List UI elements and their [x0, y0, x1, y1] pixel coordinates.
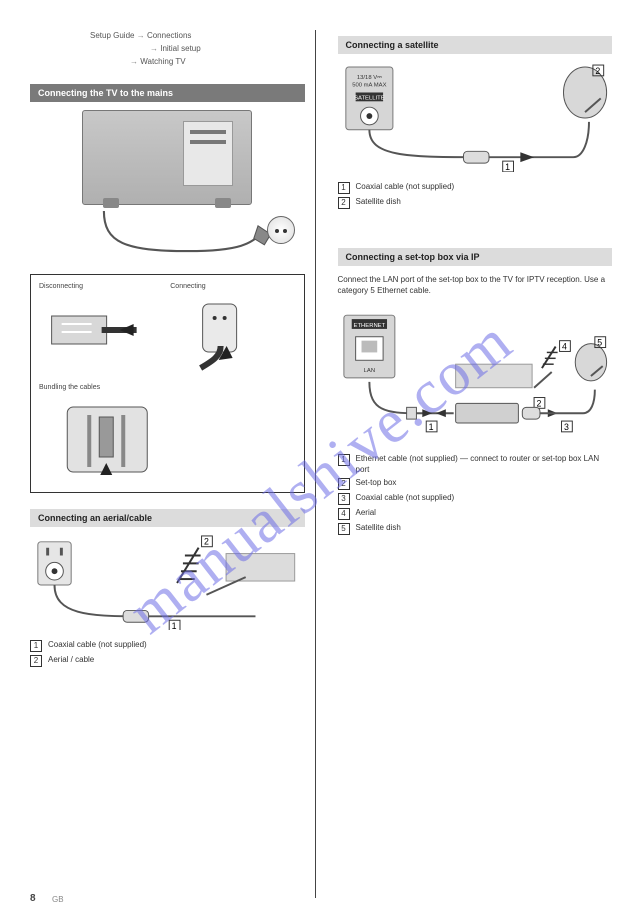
mini-disconnect: Disconnecting	[39, 283, 164, 378]
ip-legend-1-text: Ethernet cable (not supplied) — connect …	[356, 454, 613, 475]
svg-text:3: 3	[563, 422, 568, 432]
aerial-legend-1: 1 Coaxial cable (not supplied)	[30, 640, 305, 652]
breadcrumb: Setup Guide → Connections → Initial setu…	[30, 30, 305, 68]
num-3-icon: 3	[338, 493, 350, 505]
bc-arrow-3: →	[130, 57, 138, 66]
num-2-icon: 2	[30, 655, 42, 667]
right-column: Connecting a satellite 13/18 V⎓ 500 mA M…	[328, 30, 613, 898]
ip-description: Connect the LAN port of the set-top box …	[338, 274, 613, 296]
mini-connect-label: Connecting	[170, 283, 295, 293]
ip-legend-2: 2 Set-top box	[338, 478, 613, 490]
tv-power-diagram	[30, 110, 305, 266]
language-tag: GB	[52, 895, 64, 904]
svg-text:2: 2	[204, 537, 209, 547]
bc-arrow-1: →	[137, 31, 145, 40]
bc-1: Setup Guide	[90, 31, 134, 40]
wall-outlet-icon	[267, 216, 295, 244]
svg-text:1: 1	[505, 162, 510, 172]
num-5-icon: 5	[338, 523, 350, 535]
sat-legend-1: 1 Coaxial cable (not supplied)	[338, 182, 613, 194]
ip-legend-4-text: Aerial	[356, 508, 376, 518]
num-1-icon: 1	[30, 640, 42, 652]
sat-legend-1-text: Coaxial cable (not supplied)	[356, 182, 455, 192]
num-4-icon: 4	[338, 508, 350, 520]
bc-4: Watching TV	[140, 57, 185, 66]
cable-handling-box: Disconnecting Connecting	[30, 274, 305, 493]
ip-legend-4: 4 Aerial	[338, 508, 613, 520]
section-satellite-title: Connecting a satellite	[338, 36, 613, 54]
svg-text:13/18 V⎓: 13/18 V⎓	[356, 75, 381, 81]
mini-disconnect-label: Disconnecting	[39, 283, 164, 293]
svg-text:LAN: LAN	[363, 368, 374, 374]
bc-2: Connections	[147, 31, 191, 40]
tv-back-illustration	[82, 110, 252, 205]
satellite-diagram: 13/18 V⎓ 500 mA MAX SATELLITE 1 2	[338, 62, 613, 172]
aerial-legend: 1 Coaxial cable (not supplied) 2 Aerial …	[30, 640, 305, 670]
mini-bundle-label: Bundling the cables	[39, 384, 296, 394]
sat-legend-2: 2 Satellite dish	[338, 197, 613, 209]
num-1-icon: 1	[338, 182, 350, 194]
num-2-icon: 2	[338, 197, 350, 209]
svg-text:SATELLITE: SATELLITE	[354, 95, 385, 101]
ip-legend-5-text: Satellite dish	[356, 523, 401, 533]
ip-legend-2-text: Set-top box	[356, 478, 397, 488]
satellite-legend: 1 Coaxial cable (not supplied) 2 Satelli…	[338, 182, 613, 212]
bc-arrow-2: →	[150, 44, 158, 53]
num-1-icon: 1	[338, 454, 350, 466]
ip-legend: 1 Ethernet cable (not supplied) — connec…	[338, 454, 613, 538]
aerial-legend-1-text: Coaxial cable (not supplied)	[48, 640, 147, 650]
section-aerial-title: Connecting an aerial/cable	[30, 509, 305, 527]
bc-3: Initial setup	[160, 44, 200, 53]
ip-diagram: ETHERNET LAN 1 2	[338, 304, 613, 444]
sat-legend-2-text: Satellite dish	[356, 197, 401, 207]
svg-text:500 mA MAX: 500 mA MAX	[352, 83, 386, 89]
aerial-diagram: 1 2	[30, 535, 305, 630]
ip-legend-3: 3 Coaxial cable (not supplied)	[338, 493, 613, 505]
svg-text:2: 2	[536, 399, 541, 409]
svg-text:1: 1	[172, 621, 177, 630]
svg-text:4: 4	[562, 342, 567, 352]
left-column: Setup Guide → Connections → Initial setu…	[30, 30, 316, 898]
aerial-legend-2-text: Aerial / cable	[48, 655, 94, 665]
num-2-icon: 2	[338, 478, 350, 490]
section-mains-title: Connecting the TV to the mains	[30, 84, 305, 102]
power-cable-svg	[30, 211, 304, 269]
ip-legend-5: 5 Satellite dish	[338, 523, 613, 535]
ip-legend-3-text: Coaxial cable (not supplied)	[356, 493, 455, 503]
section-ip-title: Connecting a set-top box via IP	[338, 248, 613, 266]
svg-text:2: 2	[595, 66, 600, 76]
svg-text:ETHERNET: ETHERNET	[353, 323, 385, 329]
svg-text:5: 5	[597, 338, 602, 348]
ip-legend-1: 1 Ethernet cable (not supplied) — connec…	[338, 454, 613, 475]
mini-bundle: Bundling the cables	[39, 384, 296, 484]
aerial-legend-2: 2 Aerial / cable	[30, 655, 305, 667]
page-number: 8	[30, 893, 36, 904]
svg-text:1: 1	[428, 422, 433, 432]
mini-connect: Connecting	[170, 283, 295, 378]
